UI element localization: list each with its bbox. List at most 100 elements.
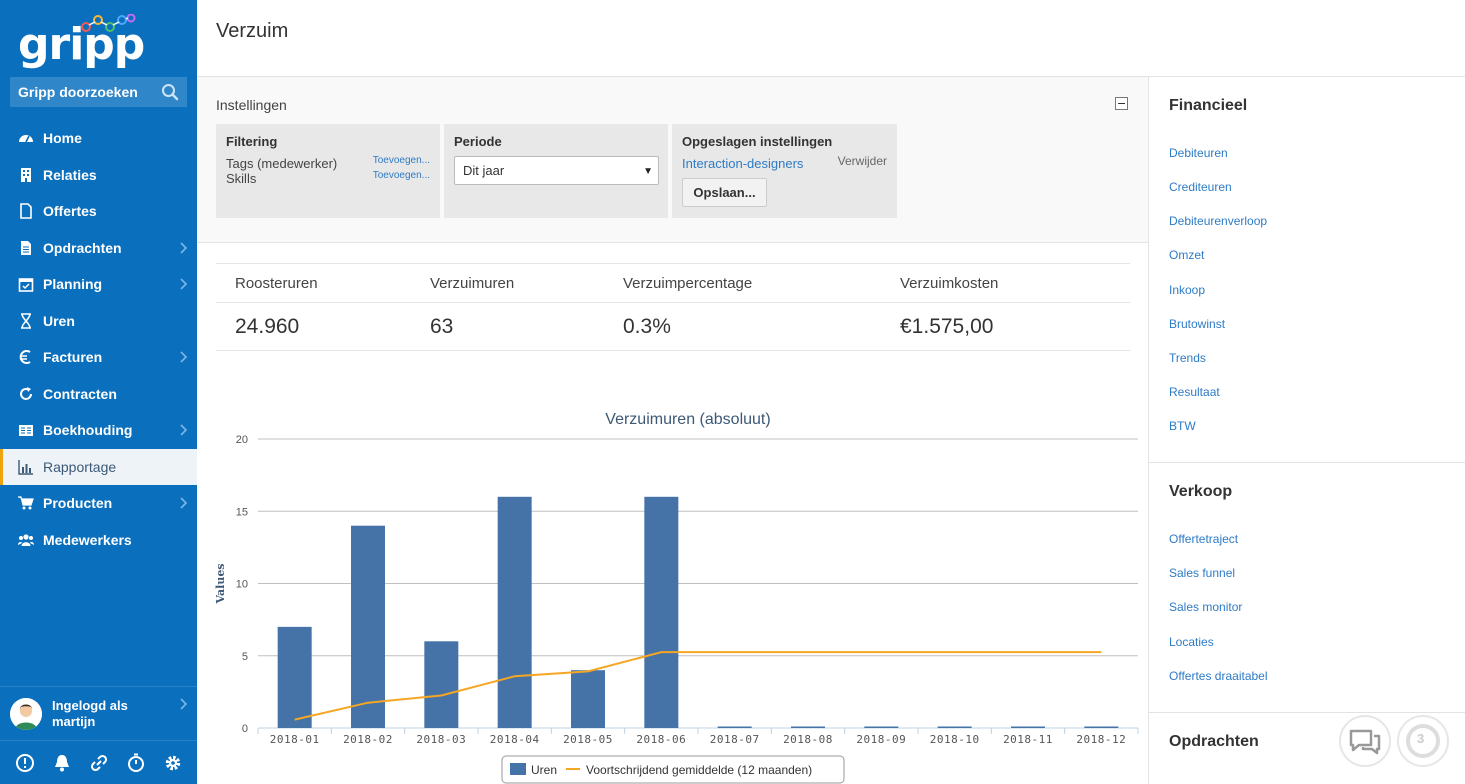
avatar [10, 697, 42, 730]
report-link-offertes-draaitabel[interactable]: Offertes draaitabel [1169, 669, 1268, 683]
chart-title: Verzuimuren (absoluut) [605, 411, 770, 428]
kpi-value: 24.960 [235, 315, 300, 338]
sidebar-item-label: Planning [43, 276, 103, 293]
report-link-brutowinst[interactable]: Brutowinst [1169, 317, 1226, 331]
absence-chart: Verzuimuren (absoluut) 0 5 10 15 20 Values 2018… [214, 411, 1139, 784]
kpi-label: Verzuimpercentage [623, 275, 753, 292]
sidebar-item-facturen[interactable]: Facturen [0, 339, 197, 376]
sidebar-item-planning[interactable]: Planning [0, 266, 197, 303]
cart-icon [18, 496, 34, 510]
report-link-crediteuren[interactable]: Crediteuren [1169, 180, 1232, 194]
bar-2018-02 [351, 525, 385, 728]
y-tick-label: 20 [236, 434, 248, 446]
sidebar-item-relaties[interactable]: Relaties [0, 157, 197, 194]
sidebar-item-producten[interactable]: Producten [0, 485, 197, 522]
filtering-title: Filtering [226, 134, 278, 149]
search-label: Gripp doorzoeken [18, 84, 138, 100]
timer-icon[interactable] [126, 753, 146, 773]
kpi-label: Roosteruren [235, 275, 318, 292]
period-selected-value: Dit jaar [463, 163, 505, 178]
report-link-sales-funnel[interactable]: Sales funnel [1169, 566, 1236, 580]
link-icon[interactable] [89, 753, 109, 773]
sidebar-item-label: Facturen [43, 349, 103, 366]
sidebar-item-home[interactable]: Home [0, 120, 197, 157]
filter-add-link[interactable]: Toevoegen... [372, 155, 430, 166]
sidebar-item-offertes[interactable]: Offertes [0, 193, 197, 230]
sidebar-item-opdrachten[interactable]: Opdrachten [0, 230, 197, 267]
sidebar-item-label: Contracten [43, 385, 117, 402]
y-axis-label: Values [214, 563, 227, 604]
bar-2018-01 [277, 626, 312, 728]
report-link-resultaat[interactable]: Resultaat [1169, 385, 1220, 399]
filter-label: Tags (medewerker) [226, 156, 338, 171]
section-title-opdrachten: Opdrachten [1169, 733, 1259, 750]
report-link-sales-monitor[interactable]: Sales monitor [1169, 600, 1243, 614]
report-link-offertetraject[interactable]: Offertetraject [1169, 532, 1239, 546]
alert-icon[interactable] [15, 753, 35, 773]
sidebar-item-rapportage[interactable]: Rapportage [0, 448, 197, 485]
sidebar-item-label: Rapportage [43, 458, 117, 475]
report-link-btw[interactable]: BTW [1169, 419, 1196, 433]
filtering-box: Filtering Tags (medewerker) Toevoegen...… [216, 124, 440, 218]
hourglass-icon [21, 312, 31, 329]
search-box[interactable]: Gripp doorzoeken [10, 77, 187, 107]
delete-saved-setting-link[interactable]: Verwijder [837, 154, 887, 168]
bar-2018-08 [791, 726, 825, 728]
user-logged-in-label: Ingelogd als [52, 697, 128, 713]
sidebar-item-boekhouding[interactable]: Boekhouding [0, 412, 197, 449]
bar-2018-04 [497, 496, 532, 728]
dropdown-arrow-icon: ▼ [643, 166, 653, 177]
logo-text: gripp [18, 19, 145, 70]
sidebar-item-medewerkers[interactable]: Medewerkers [0, 522, 197, 559]
bar-2018-06 [644, 496, 679, 728]
notification-count: 3 [1417, 731, 1425, 746]
sidebar-item-uren[interactable]: Uren [0, 303, 197, 340]
x-tick-label: 2018-10 [930, 733, 980, 746]
dashboard-icon [19, 135, 33, 143]
saved-setting-link[interactable]: Interaction-designers [682, 156, 804, 171]
settings-panel: Instellingen Filtering Tags (medewerker)… [197, 77, 1148, 243]
gear-icon[interactable] [163, 753, 183, 773]
legend-label: Voortschrijdend gemiddelde (12 maanden) [586, 763, 812, 777]
x-tick-label: 2018-04 [490, 733, 540, 746]
notification-badge-icon [1406, 724, 1440, 758]
filter-label: Skills [226, 171, 257, 186]
sidebar-item-label: Uren [43, 312, 75, 329]
notification-button[interactable]: 3 [1397, 715, 1449, 767]
saved-settings-box: Opgeslagen instellingen Interaction-desi… [672, 124, 897, 218]
report-link-debiteurenverloop[interactable]: Debiteurenverloop [1169, 214, 1268, 228]
search-icon[interactable] [161, 83, 179, 101]
bell-icon[interactable] [52, 753, 72, 773]
bar-chart-icon [18, 459, 33, 475]
filter-row: Skills Toevoegen... [226, 170, 430, 186]
period-title: Periode [454, 134, 502, 149]
sidebar: gripp Gripp doorzoeken Home Relaties Off… [0, 0, 197, 784]
bar-2018-03 [424, 641, 459, 728]
filter-add-link[interactable]: Toevoegen... [372, 170, 430, 181]
report-link-inkoop[interactable]: Inkoop [1169, 283, 1206, 297]
collapse-button[interactable] [1115, 97, 1128, 110]
chevron-right-icon [180, 278, 188, 290]
sidebar-item-contracten[interactable]: Contracten [0, 376, 197, 413]
bar-2018-10 [937, 726, 972, 728]
gripp-logo[interactable]: gripp [18, 14, 145, 70]
chat-button[interactable] [1339, 715, 1391, 767]
x-tick-label: 2018-06 [636, 733, 686, 746]
section-title-verkoop: Verkoop [1169, 483, 1233, 500]
report-link-locaties[interactable]: Locaties [1169, 635, 1214, 649]
period-box: Periode Dit jaar ▼ [444, 124, 668, 218]
report-link-debiteuren[interactable]: Debiteuren [1169, 146, 1228, 160]
section-divider [1149, 712, 1465, 713]
report-link-omzet[interactable]: Omzet [1169, 248, 1205, 262]
save-button[interactable]: Opslaan... [682, 178, 767, 207]
period-select[interactable]: Dit jaar ▼ [454, 156, 659, 185]
sidebar-item-label: Offertes [43, 203, 97, 220]
bar-2018-11 [1011, 726, 1045, 728]
logo-dots-icon [81, 14, 136, 32]
x-tick-label: 2018-03 [416, 733, 466, 746]
user-menu[interactable]: Ingelogd als martijn [0, 686, 197, 740]
report-link-trends[interactable]: Trends [1169, 351, 1206, 365]
saved-settings-title: Opgeslagen instellingen [682, 134, 833, 149]
chevron-right-icon [180, 497, 188, 509]
kpi-divider [216, 302, 1130, 303]
